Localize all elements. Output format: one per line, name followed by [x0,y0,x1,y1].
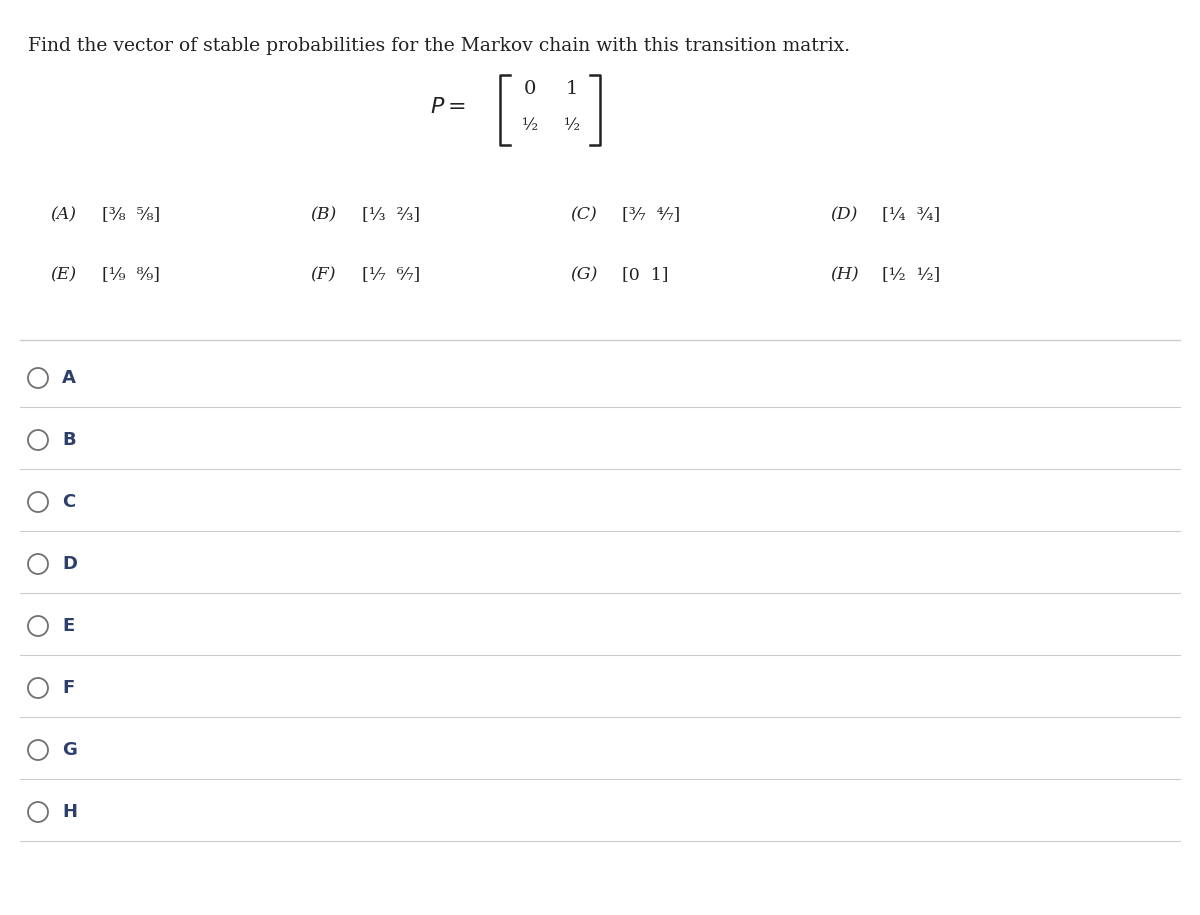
Text: (A): (A) [50,207,76,223]
Text: Find the vector of stable probabilities for the Markov chain with this transitio: Find the vector of stable probabilities … [28,37,850,55]
Text: [¹⁄₄  ³⁄₄]: [¹⁄₄ ³⁄₄] [882,207,941,223]
Text: (C): (C) [570,207,596,223]
Text: 1: 1 [566,80,578,98]
Text: (B): (B) [310,207,336,223]
Text: (H): (H) [830,266,859,284]
Text: F: F [62,679,74,697]
Text: A: A [62,369,76,387]
Text: B: B [62,431,76,449]
Text: (E): (E) [50,266,76,284]
Text: 0: 0 [524,80,536,98]
Text: (G): (G) [570,266,598,284]
Text: C: C [62,493,76,511]
Text: [³⁄₇  ⁴⁄₇]: [³⁄₇ ⁴⁄₇] [622,207,680,223]
Text: [½  ½]: [½ ½] [882,266,941,284]
Text: ½: ½ [522,117,538,135]
Text: (D): (D) [830,207,857,223]
Text: [¹⁄₉  ⁸⁄₉]: [¹⁄₉ ⁸⁄₉] [102,266,160,284]
Text: H: H [62,803,77,821]
Text: [¹⁄₇  ⁶⁄₇]: [¹⁄₇ ⁶⁄₇] [362,266,420,284]
Text: [0  1]: [0 1] [622,266,668,284]
Text: [³⁄₈  ⁵⁄₈]: [³⁄₈ ⁵⁄₈] [102,207,161,223]
Text: E: E [62,617,74,635]
Text: $\mathit{P}=$: $\mathit{P}=$ [430,96,466,118]
Text: G: G [62,741,77,759]
Text: [¹⁄₃  ²⁄₃]: [¹⁄₃ ²⁄₃] [362,207,420,223]
Text: ½: ½ [564,117,580,135]
Text: (F): (F) [310,266,336,284]
Text: D: D [62,555,77,573]
